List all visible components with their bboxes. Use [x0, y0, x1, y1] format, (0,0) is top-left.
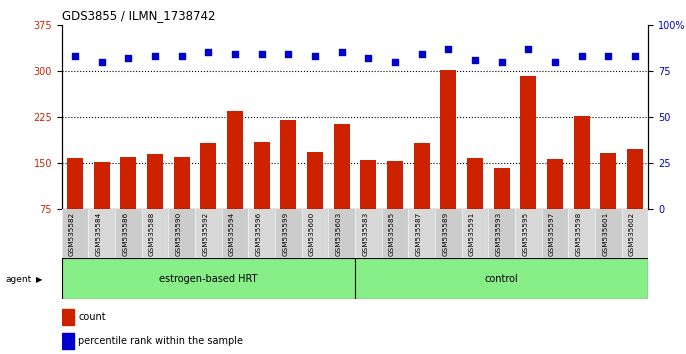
- Text: GSM535599: GSM535599: [283, 211, 288, 256]
- Bar: [248, 209, 275, 258]
- Bar: [168, 209, 195, 258]
- Bar: [195, 209, 222, 258]
- Text: GSM535594: GSM535594: [229, 211, 235, 256]
- Text: GSM535582: GSM535582: [69, 211, 75, 256]
- Text: agent: agent: [5, 275, 32, 284]
- Text: GSM535595: GSM535595: [522, 211, 528, 256]
- Text: percentile rank within the sample: percentile rank within the sample: [78, 336, 244, 346]
- Bar: [622, 209, 648, 258]
- Text: GSM535587: GSM535587: [416, 211, 422, 256]
- Bar: [307, 152, 323, 255]
- Bar: [573, 116, 589, 255]
- Text: GSM535585: GSM535585: [389, 211, 395, 256]
- Text: GSM535583: GSM535583: [362, 211, 368, 256]
- Bar: [62, 258, 355, 299]
- Text: GSM535588: GSM535588: [149, 211, 155, 256]
- Text: GSM535601: GSM535601: [602, 211, 608, 256]
- Point: [150, 53, 161, 59]
- Point: [523, 46, 534, 52]
- Text: GSM535593: GSM535593: [496, 211, 501, 256]
- Bar: [62, 209, 88, 258]
- Bar: [494, 168, 510, 255]
- Text: GSM535597: GSM535597: [549, 211, 555, 256]
- Bar: [568, 209, 595, 258]
- Bar: [387, 161, 403, 255]
- Bar: [542, 209, 568, 258]
- Bar: [520, 76, 536, 255]
- Bar: [467, 158, 483, 255]
- Text: GSM535591: GSM535591: [469, 211, 475, 256]
- Bar: [174, 157, 190, 255]
- Point: [96, 59, 107, 64]
- Bar: [142, 209, 168, 258]
- Text: estrogen-based HRT: estrogen-based HRT: [159, 274, 258, 284]
- Bar: [62, 309, 73, 325]
- Bar: [147, 154, 163, 255]
- Bar: [94, 162, 110, 255]
- Text: control: control: [485, 274, 519, 284]
- Point: [549, 59, 560, 64]
- Bar: [227, 111, 243, 255]
- Bar: [627, 149, 643, 255]
- Point: [123, 55, 134, 61]
- Bar: [547, 159, 563, 255]
- Point: [390, 59, 401, 64]
- Point: [363, 55, 374, 61]
- Bar: [360, 160, 377, 255]
- Point: [416, 51, 427, 57]
- Bar: [515, 209, 542, 258]
- Text: ▶: ▶: [36, 275, 42, 284]
- Point: [630, 53, 641, 59]
- Point: [469, 57, 480, 63]
- Bar: [440, 70, 456, 255]
- Bar: [333, 124, 350, 255]
- Point: [69, 53, 80, 59]
- Bar: [275, 209, 302, 258]
- Bar: [414, 143, 429, 255]
- Text: GSM535592: GSM535592: [202, 211, 209, 256]
- Bar: [355, 258, 648, 299]
- Text: GSM535603: GSM535603: [335, 211, 342, 256]
- Bar: [381, 209, 408, 258]
- Text: GSM535596: GSM535596: [256, 211, 261, 256]
- Bar: [222, 209, 248, 258]
- Bar: [302, 209, 329, 258]
- Text: GSM535584: GSM535584: [96, 211, 102, 256]
- Bar: [281, 120, 296, 255]
- Point: [336, 50, 347, 55]
- Bar: [595, 209, 622, 258]
- Text: GSM535600: GSM535600: [309, 211, 315, 256]
- Bar: [121, 157, 137, 255]
- Bar: [115, 209, 142, 258]
- Bar: [329, 209, 355, 258]
- Bar: [488, 209, 515, 258]
- Text: GSM535598: GSM535598: [576, 211, 582, 256]
- Point: [283, 51, 294, 57]
- Text: GSM535589: GSM535589: [442, 211, 449, 256]
- Point: [443, 46, 454, 52]
- Text: GSM535590: GSM535590: [176, 211, 182, 256]
- Text: GSM535602: GSM535602: [629, 211, 635, 256]
- Bar: [200, 143, 216, 255]
- Point: [309, 53, 320, 59]
- Point: [496, 59, 507, 64]
- Point: [176, 53, 187, 59]
- Text: GSM535586: GSM535586: [122, 211, 128, 256]
- Bar: [462, 209, 488, 258]
- Bar: [88, 209, 115, 258]
- Bar: [67, 158, 83, 255]
- Point: [203, 50, 214, 55]
- Bar: [435, 209, 462, 258]
- Point: [576, 53, 587, 59]
- Text: count: count: [78, 312, 106, 322]
- Bar: [62, 333, 73, 349]
- Point: [230, 51, 241, 57]
- Point: [603, 53, 614, 59]
- Bar: [355, 209, 381, 258]
- Bar: [254, 142, 270, 255]
- Bar: [600, 153, 616, 255]
- Bar: [408, 209, 435, 258]
- Point: [256, 51, 267, 57]
- Text: GDS3855 / ILMN_1738742: GDS3855 / ILMN_1738742: [62, 9, 215, 22]
